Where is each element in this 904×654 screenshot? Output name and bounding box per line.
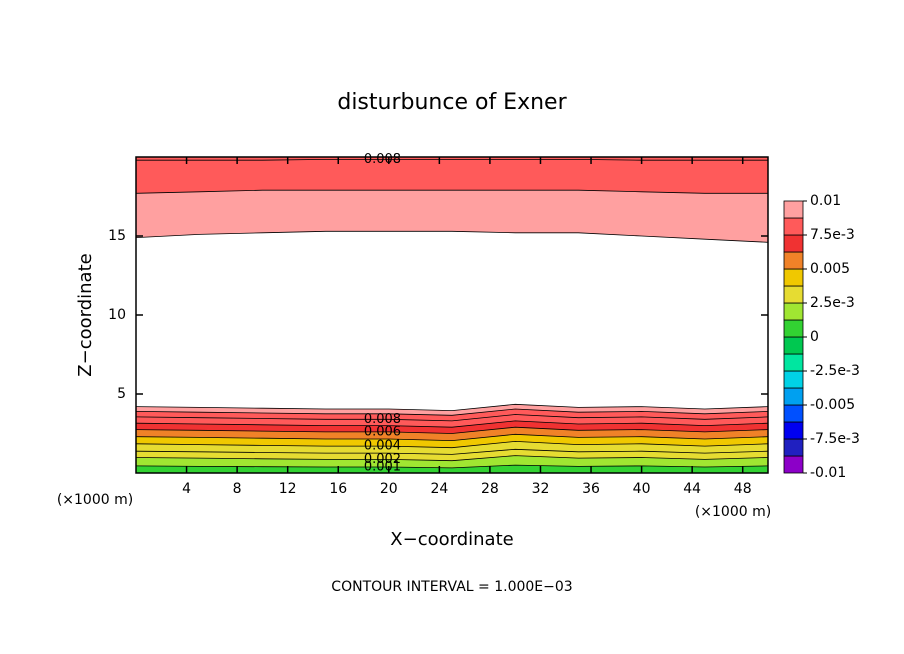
colorbar-swatch [783, 421, 804, 440]
x-tick-label: 16 [329, 481, 347, 497]
contour-band [136, 455, 768, 468]
colorbar-swatch [783, 200, 804, 219]
colorbar-swatch [783, 302, 804, 321]
x-tick-label: 36 [582, 481, 600, 497]
colorbar-swatch [783, 285, 804, 304]
y-tick-label: 10 [108, 307, 126, 323]
contour-line [135, 408, 769, 416]
x-unit: (×1000 m) [57, 492, 133, 508]
contour-line [135, 433, 769, 442]
contour-line [135, 420, 769, 428]
x-tick-label: 32 [532, 481, 550, 497]
x-tick-label: 40 [633, 481, 651, 497]
colorbar-tick-label: 0.005 [810, 261, 850, 277]
contour-band [136, 159, 768, 194]
x-unit: (×1000 m) [695, 504, 771, 520]
colorbar-tick-label: 2.5e-3 [810, 295, 855, 311]
x-tick-label: 4 [182, 481, 191, 497]
contour-line [136, 159, 768, 161]
contour-label: 0.006 [364, 424, 401, 439]
x-tick-label: 24 [430, 481, 448, 497]
colorbar-swatch [783, 217, 804, 236]
contour-line [135, 448, 769, 455]
y-tick-label: 5 [117, 386, 126, 402]
contour-line [135, 464, 769, 469]
colorbar-swatch [783, 438, 804, 457]
colorbar-tick-label: -0.01 [810, 465, 846, 481]
contour-label: 0.004 [364, 439, 401, 454]
colorbar-swatch [783, 353, 804, 372]
x-tick-label: 28 [481, 481, 499, 497]
x-tick-label: 12 [279, 481, 297, 497]
colorbar-swatch [783, 319, 804, 338]
chart-title: disturbunce of Exner [337, 90, 567, 115]
contour-note: CONTOUR INTERVAL = 1.000E−03 [331, 579, 572, 595]
x-tick-label: 8 [233, 481, 242, 497]
colorbar-tick-label: 7.5e-3 [810, 227, 855, 243]
contour-line [135, 230, 769, 243]
colorbar-swatch [783, 251, 804, 270]
contour-band [136, 190, 768, 243]
x-axis-label: X−coordinate [390, 529, 513, 550]
x-tick-label: 20 [380, 481, 398, 497]
contour-line [135, 189, 768, 194]
contour-line [135, 455, 769, 462]
contour-line [135, 414, 769, 422]
y-tick-label: 15 [108, 228, 126, 244]
colorbar-tick-label: 0.01 [810, 193, 841, 209]
contour-label: 0.002 [364, 452, 401, 467]
colorbar-tick-label: -2.5e-3 [810, 363, 860, 379]
contour-label: 0.008 [364, 152, 401, 167]
colorbar-tick-label: -7.5e-3 [810, 431, 860, 447]
contour-line [135, 440, 769, 449]
colorbar-swatch [783, 268, 804, 287]
colorbar-tick-label: 0 [810, 329, 819, 345]
x-tick-label: 48 [734, 481, 752, 497]
y-axis-label: Z−coordinate [75, 253, 96, 376]
contour-line [135, 426, 769, 434]
contour-line [135, 403, 769, 412]
contour-band [136, 449, 768, 461]
contour-label: 0.001 [364, 459, 401, 474]
x-tick-label: 44 [683, 481, 701, 497]
colorbar-tick-label: -0.005 [810, 397, 855, 413]
colorbar-swatch [783, 387, 804, 406]
colorbar-swatch [783, 455, 804, 474]
colorbar-swatch [783, 370, 804, 389]
colorbar-swatch [783, 234, 804, 253]
contour-label: 0.008 [364, 412, 401, 427]
colorbar-swatch [783, 404, 804, 423]
colorbar-swatch [783, 336, 804, 355]
